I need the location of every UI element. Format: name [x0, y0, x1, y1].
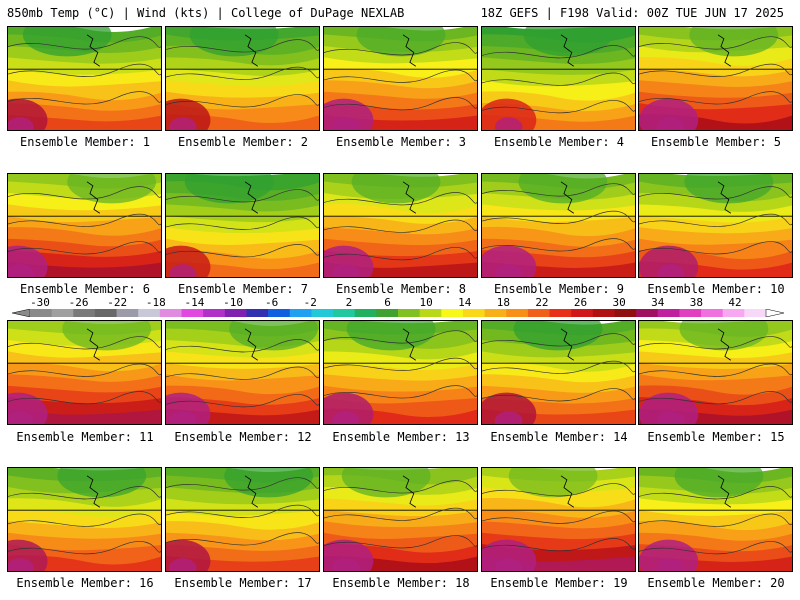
valid-time-label: 18Z GEFS | F198 Valid: 00Z TUE JUN 17 20…: [480, 6, 784, 20]
ensemble-map-panel: [323, 320, 478, 425]
colorbar-tick-label: 22: [535, 296, 549, 309]
colorbar-tick-label: 34: [651, 296, 665, 309]
colorbar-tick-label: -14: [184, 296, 205, 309]
colorbar-tick-label: -10: [223, 296, 243, 309]
temperature-colorbar: [12, 309, 784, 317]
ensemble-member-label: Ensemble Member: 7: [177, 282, 309, 296]
colorbar-tick-label: -26: [68, 296, 89, 309]
colorbar-tick-label: 38: [689, 296, 703, 309]
ensemble-member-label: Ensemble Member: 9: [493, 282, 625, 296]
ensemble-map-panel: [481, 173, 636, 278]
ensemble-map-panel: [638, 26, 793, 131]
ensemble-map-panel: [323, 467, 478, 572]
ensemble-map-panel: [638, 173, 793, 278]
ensemble-member-label: Ensemble Member: 15: [647, 430, 785, 444]
ensemble-member-label: Ensemble Member: 12: [174, 430, 312, 444]
ensemble-map-panel: [7, 320, 162, 425]
ensemble-map-panel: [481, 320, 636, 425]
colorbar-tick-label: -6: [265, 296, 279, 309]
ensemble-member-label: Ensemble Member: 17: [174, 576, 312, 590]
colorbar-tick-label: 2: [345, 296, 353, 309]
ensemble-map-panel: [638, 467, 793, 572]
ensemble-map-panel: [7, 26, 162, 131]
ensemble-map-panel: [323, 173, 478, 278]
ensemble-map-panel: [481, 26, 636, 131]
ensemble-member-label: Ensemble Member: 20: [647, 576, 785, 590]
colorbar-tick-label: 18: [496, 296, 510, 309]
ensemble-member-label: Ensemble Member: 5: [650, 135, 782, 149]
ensemble-member-label: Ensemble Member: 3: [335, 135, 467, 149]
colorbar-tick-label: -18: [145, 296, 166, 309]
ensemble-map-panel: [638, 320, 793, 425]
ensemble-map-panel: [165, 173, 320, 278]
ensemble-member-label: Ensemble Member: 16: [16, 576, 154, 590]
colorbar-tick-label: 42: [728, 296, 742, 309]
ensemble-map-panel: [165, 26, 320, 131]
ensemble-member-label: Ensemble Member: 8: [335, 282, 467, 296]
ensemble-map-panel: [165, 467, 320, 572]
colorbar-tick-label: -30: [30, 296, 50, 309]
map-title: 850mb Temp (°C) | Wind (kts) | College o…: [7, 6, 405, 20]
colorbar-tick-label: 14: [458, 296, 472, 309]
ensemble-member-label: Ensemble Member: 14: [490, 430, 628, 444]
ensemble-member-label: Ensemble Member: 2: [177, 135, 309, 149]
ensemble-member-label: Ensemble Member: 10: [647, 282, 785, 296]
ensemble-member-label: Ensemble Member: 19: [490, 576, 628, 590]
ensemble-member-label: Ensemble Member: 11: [16, 430, 154, 444]
ensemble-map-panel: [481, 467, 636, 572]
colorbar-tick-label: 26: [573, 296, 588, 309]
ensemble-map-panel: [7, 173, 162, 278]
ensemble-member-label: Ensemble Member: 1: [19, 135, 151, 149]
colorbar-tick-label: -22: [107, 296, 128, 309]
ensemble-member-label: Ensemble Member: 18: [332, 576, 470, 590]
ensemble-map-panel: [323, 26, 478, 131]
ensemble-map-panel: [165, 320, 320, 425]
colorbar-tick-label: -2: [303, 296, 317, 309]
colorbar-tick-label: 6: [384, 296, 391, 309]
ensemble-member-label: Ensemble Member: 6: [19, 282, 151, 296]
colorbar-tick-label: 30: [612, 296, 626, 309]
ensemble-map-panel: [7, 467, 162, 572]
colorbar-tick-label: 10: [419, 296, 433, 309]
ensemble-member-label: Ensemble Member: 13: [332, 430, 470, 444]
ensemble-member-label: Ensemble Member: 4: [493, 135, 625, 149]
